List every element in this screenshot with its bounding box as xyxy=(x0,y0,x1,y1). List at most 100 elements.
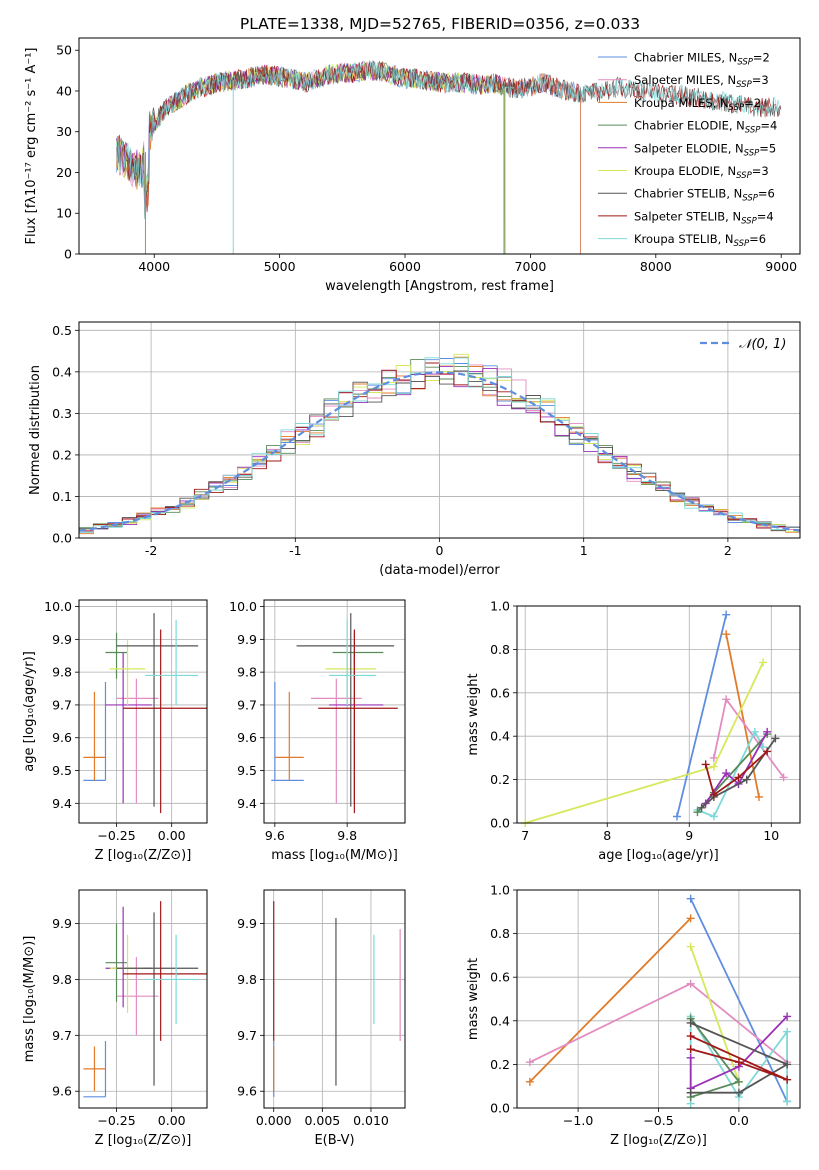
marker-plus xyxy=(783,1012,792,1021)
marker-plus xyxy=(722,610,731,619)
y-tick-label: 20 xyxy=(56,165,72,180)
y-tick-label: 9.7 xyxy=(52,697,72,712)
y-tick-label: 9.4 xyxy=(237,796,257,811)
legend-label: Salpeter MILES, NSSP=3 xyxy=(634,73,769,90)
marker-plus xyxy=(701,760,710,769)
x-tick-label: 9 xyxy=(685,828,693,843)
x-tick-label: 0.000 xyxy=(256,1113,292,1128)
marker-plus xyxy=(686,942,695,951)
marker-plus xyxy=(771,734,780,743)
y-tick-label: 9.9 xyxy=(237,916,257,931)
marker-plus xyxy=(672,812,681,821)
y-axis-label: mass weight xyxy=(466,958,481,1040)
mass-weight-line xyxy=(704,750,768,797)
y-tick-label: 9.9 xyxy=(237,632,257,647)
marker-plus xyxy=(734,1058,743,1067)
y-tick-label: 0.2 xyxy=(52,447,72,462)
y-tick-label: 0.8 xyxy=(490,642,510,657)
x-tick-label: 8000 xyxy=(640,259,672,274)
y-tick-label: 9.7 xyxy=(237,1028,257,1043)
y-tick-label: 9.7 xyxy=(52,1028,72,1043)
y-tick-label: 0.2 xyxy=(490,1057,510,1072)
y-tick-label: 1.0 xyxy=(490,883,510,898)
marker-plus xyxy=(709,762,718,771)
massweight_vs_Z-frame xyxy=(516,889,801,1109)
legend-label: Chabrier ELODIE, NSSP=4 xyxy=(634,119,777,136)
y-tick-label: 9.8 xyxy=(52,972,72,987)
x-tick-label: 0.00 xyxy=(158,1113,186,1128)
x-tick-label: −0.25 xyxy=(97,828,135,843)
age_vs_Z-panel xyxy=(83,613,207,814)
massweight_vs_age-axes: 7 8 9 10 0.0 0.2 0.4 0.6 0.8 1.0 age [log₁₀(age/yr… xyxy=(466,599,800,863)
y-tick-label: 9.8 xyxy=(52,665,72,680)
y-tick-label: 0.4 xyxy=(490,729,510,744)
marker-plus xyxy=(709,753,718,762)
x-tick-label: 0.005 xyxy=(304,1113,340,1128)
spectrum-frame xyxy=(78,37,801,255)
age_vs_mass-panel xyxy=(271,613,398,814)
mass-weight-line xyxy=(689,946,740,1083)
y-tick-label: 0.2 xyxy=(490,772,510,787)
mass-weight-line xyxy=(701,737,777,809)
marker-plus xyxy=(783,1060,792,1069)
y-tick-label: 10.0 xyxy=(229,599,257,614)
marker-plus xyxy=(686,914,695,923)
marker-plus xyxy=(734,773,743,782)
mass_vs_ebv-frame xyxy=(263,889,406,1109)
marker-plus xyxy=(525,1077,534,1086)
massweight_vs_age-frame xyxy=(516,605,801,824)
spectrum-panel xyxy=(116,60,782,255)
y-tick-label: 0.0 xyxy=(490,1101,510,1116)
histogram-step xyxy=(79,362,800,532)
marker-plus xyxy=(742,775,751,784)
legend-label: Salpeter STELIB, NSSP=4 xyxy=(634,209,774,226)
marker-plus xyxy=(754,792,763,801)
y-tick-label: 9.7 xyxy=(237,697,257,712)
x-tick-label: 2 xyxy=(724,543,732,558)
y-tick-label: 40 xyxy=(56,83,72,98)
y-axis-label: mass [log₁₀(M/M⊙)] xyxy=(22,936,37,1063)
y-tick-label: 9.9 xyxy=(52,632,72,647)
y-tick-label: 50 xyxy=(56,43,72,58)
y-tick-label: 1.0 xyxy=(490,599,510,614)
x-axis-label: Z [log₁₀(Z/Z⊙)] xyxy=(610,1133,707,1148)
spectrum-axes: 4000 5000 6000 7000 8000 9000 0 10 20 30 40 50 wavel… xyxy=(24,43,797,294)
y-axis-label: mass weight xyxy=(466,673,481,755)
mass-weight-line xyxy=(704,731,768,805)
mass_vs_Z-frame xyxy=(78,889,208,1109)
marker-plus xyxy=(763,727,772,736)
y-tick-label: 9.6 xyxy=(52,730,72,745)
x-tick-label: 4000 xyxy=(138,259,170,274)
mass-weight-line xyxy=(690,1035,788,1081)
mass-weight-line xyxy=(689,1015,788,1090)
marker-plus xyxy=(759,658,768,667)
x-tick-label: 10 xyxy=(763,828,779,843)
marker-plus xyxy=(686,1088,695,1097)
legend-label: Salpeter ELODIE, NSSP=5 xyxy=(634,141,776,158)
x-tick-label: 9000 xyxy=(765,259,797,274)
y-tick-label: 0.3 xyxy=(52,406,72,421)
y-tick-label: 0 xyxy=(64,247,72,262)
y-tick-label: 0.4 xyxy=(490,1013,510,1028)
age_vs_Z-axes: −0.25 0.00 9.4 9.5 9.6 9.7 9.8 9.9 10.0 Z [log₁₀(… xyxy=(22,599,207,863)
mass-weight-line xyxy=(689,898,788,1102)
mass-weight-line xyxy=(529,917,692,1083)
mass_vs_Z-panel xyxy=(83,901,207,1098)
y-tick-label: 9.5 xyxy=(237,763,257,778)
marker-plus xyxy=(686,979,695,988)
y-tick-label: 0.4 xyxy=(52,364,72,379)
y-tick-label: 30 xyxy=(56,124,72,139)
marker-plus xyxy=(722,695,731,704)
marker-plus xyxy=(763,747,772,756)
y-tick-label: 9.9 xyxy=(52,916,72,931)
y-tick-label: 0.0 xyxy=(52,531,72,546)
y-tick-label: 0.1 xyxy=(52,489,72,504)
y-tick-label: 0.0 xyxy=(490,816,510,831)
residuals-axes: -2 -1 0 1 2 0.0 0.1 0.2 0.3 0.4 0.5 (data-model)/er… xyxy=(28,322,800,578)
histogram-step xyxy=(79,357,800,533)
y-tick-label: 10.0 xyxy=(44,599,72,614)
marker-plus xyxy=(783,1097,792,1106)
y-tick-label: 9.8 xyxy=(237,972,257,987)
y-tick-label: 10 xyxy=(56,206,72,221)
